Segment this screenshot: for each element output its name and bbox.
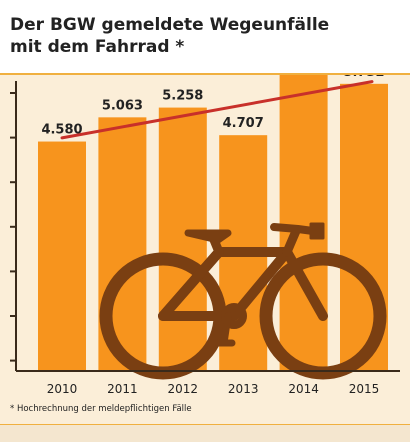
pedal-crank: [214, 312, 236, 347]
x-tick-label-2013: 2013: [228, 382, 259, 396]
title-box: Der BGW gemeldete Wegeunfälle mit dem Fa…: [0, 0, 410, 75]
handlebar: [270, 223, 317, 235]
fork: [282, 247, 328, 321]
x-tick-label-2010: 2010: [47, 382, 78, 396]
footnote: * Hochrechnung der meldepflichtigen Fäll…: [10, 404, 192, 414]
front-wheel: [259, 252, 387, 380]
bicycle-icon: [99, 222, 387, 380]
x-tick-label-2015: 2015: [349, 382, 380, 396]
chart-title-line-1: Der BGW gemeldete Wegeunfälle: [10, 15, 330, 35]
x-tick-label-2014: 2014: [288, 382, 319, 396]
value-label-2013: 4.707: [223, 116, 264, 131]
bottom-strip: [0, 424, 410, 442]
trend-line: [60, 80, 374, 140]
y-ticks: [10, 92, 16, 362]
bar-2010: [38, 141, 86, 371]
value-label-2010: 4.580: [41, 123, 82, 138]
value-label-2012: 5.258: [162, 89, 203, 104]
x-tick-label-2011: 2011: [107, 382, 138, 396]
saddle: [184, 229, 232, 244]
seat-stay: [158, 247, 224, 321]
chart-title-line-2: mit dem Fahrrad *: [10, 37, 185, 57]
value-label-2015: 5.732: [343, 75, 384, 80]
chart-title: Der BGW gemeldete Wegeunfälle mit dem Fa…: [10, 14, 400, 58]
headlight: [309, 222, 325, 240]
stem: [282, 226, 301, 257]
x-tick-label-2012: 2012: [168, 382, 199, 396]
bar-2012: [158, 107, 207, 371]
value-label-2011: 5.063: [102, 98, 143, 113]
x-labels: 2010 2011 2012 2013 2014 2015: [47, 382, 380, 396]
